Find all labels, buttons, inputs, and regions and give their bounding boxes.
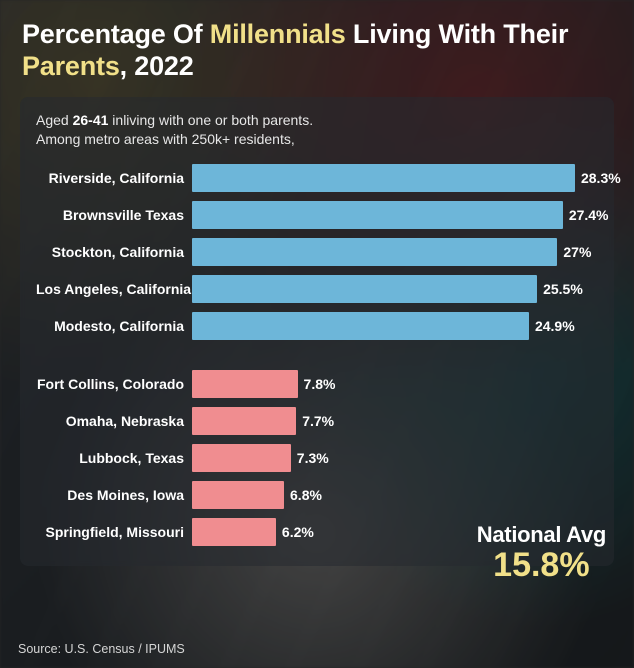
subtitle-line1-post: inliving with one or both parents. (108, 112, 313, 128)
bar-fill (192, 407, 296, 435)
bar-row-label: Omaha, Nebraska (36, 413, 192, 429)
bar-group: Riverside, California28.3%Brownsville Te… (36, 164, 598, 340)
bar-fill (192, 444, 291, 472)
bar-row-value: 27.4% (569, 207, 609, 223)
chart-subtitle: Aged 26-41 inliving with one or both par… (36, 111, 598, 150)
bar-chart: Riverside, California28.3%Brownsville Te… (36, 164, 598, 546)
bar-fill (192, 518, 276, 546)
bar-row-label: Riverside, California (36, 170, 192, 186)
national-average: National Avg 15.8% (477, 522, 606, 584)
subtitle-line1-pre: Aged (36, 112, 73, 128)
bar-track: 7.8% (192, 370, 598, 398)
bar-track: 6.8% (192, 481, 598, 509)
bar-fill (192, 481, 284, 509)
title-mid: Living With Their (346, 19, 569, 49)
bar-row: Los Angeles, California 25.5% (36, 275, 598, 303)
bar-row-value: 28.3% (581, 170, 621, 186)
bar-fill (192, 312, 529, 340)
bar-track: 27.4% (192, 201, 598, 229)
bar-row-label: Des Moines, Iowa (36, 487, 192, 503)
bar-fill (192, 201, 563, 229)
bar-track: 28.3% (192, 164, 598, 192)
bar-row-value: 7.8% (304, 376, 336, 392)
bar-row-value: 6.2% (282, 524, 314, 540)
bar-track: 25.5% (192, 275, 598, 303)
bar-track: 24.9% (192, 312, 598, 340)
bar-row: Fort Collins, Colorado 7.8% (36, 370, 598, 398)
chart-title: Percentage Of Millennials Living With Th… (0, 0, 634, 97)
bar-track: 7.7% (192, 407, 598, 435)
group-spacer (36, 354, 598, 370)
bar-row-label: Lubbock, Texas (36, 450, 192, 466)
bar-row: Lubbock, Texas 7.3% (36, 444, 598, 472)
source-attribution: Source: U.S. Census / IPUMS (18, 642, 185, 656)
subtitle-line1-bold: 26-41 (73, 112, 109, 128)
title-highlight-1: Millennials (210, 19, 346, 49)
bar-row: Brownsville Texas27.4% (36, 201, 598, 229)
title-prefix: Percentage Of (22, 19, 210, 49)
title-suffix: , 2022 (120, 51, 194, 81)
title-highlight-2: Parents (22, 51, 120, 81)
bar-row-value: 24.9% (535, 318, 575, 334)
bar-row-value: 25.5% (543, 281, 583, 297)
bar-row-label: Fort Collins, Colorado (36, 376, 192, 392)
bar-row-label: Los Angeles, California (36, 281, 192, 297)
bar-fill (192, 164, 575, 192)
bar-row: Modesto, California 24.9% (36, 312, 598, 340)
bar-row: Des Moines, Iowa 6.8% (36, 481, 598, 509)
bar-row: Omaha, Nebraska 7.7% (36, 407, 598, 435)
content-root: Percentage Of Millennials Living With Th… (0, 0, 634, 668)
bar-fill (192, 370, 298, 398)
bar-row-label: Brownsville Texas (36, 207, 192, 223)
bar-row-label: Modesto, California (36, 318, 192, 334)
bar-fill (192, 238, 557, 266)
chart-panel: Aged 26-41 inliving with one or both par… (20, 97, 614, 566)
bar-row-value: 7.7% (302, 413, 334, 429)
national-average-label: National Avg (477, 522, 606, 548)
bar-track: 7.3% (192, 444, 598, 472)
bar-row-value: 7.3% (297, 450, 329, 466)
bar-row-value: 27% (563, 244, 591, 260)
bar-row-label: Springfield, Missouri (36, 524, 192, 540)
bar-row-value: 6.8% (290, 487, 322, 503)
bar-track: 27% (192, 238, 598, 266)
bar-row: Riverside, California28.3% (36, 164, 598, 192)
bar-row: Stockton, California 27% (36, 238, 598, 266)
national-average-value: 15.8% (477, 548, 606, 584)
subtitle-line2: Among metro areas with 250k+ residents, (36, 131, 295, 147)
bar-group: Fort Collins, Colorado 7.8% Omaha, Nebrask… (36, 370, 598, 546)
bar-row-label: Stockton, California (36, 244, 192, 260)
bar-fill (192, 275, 537, 303)
